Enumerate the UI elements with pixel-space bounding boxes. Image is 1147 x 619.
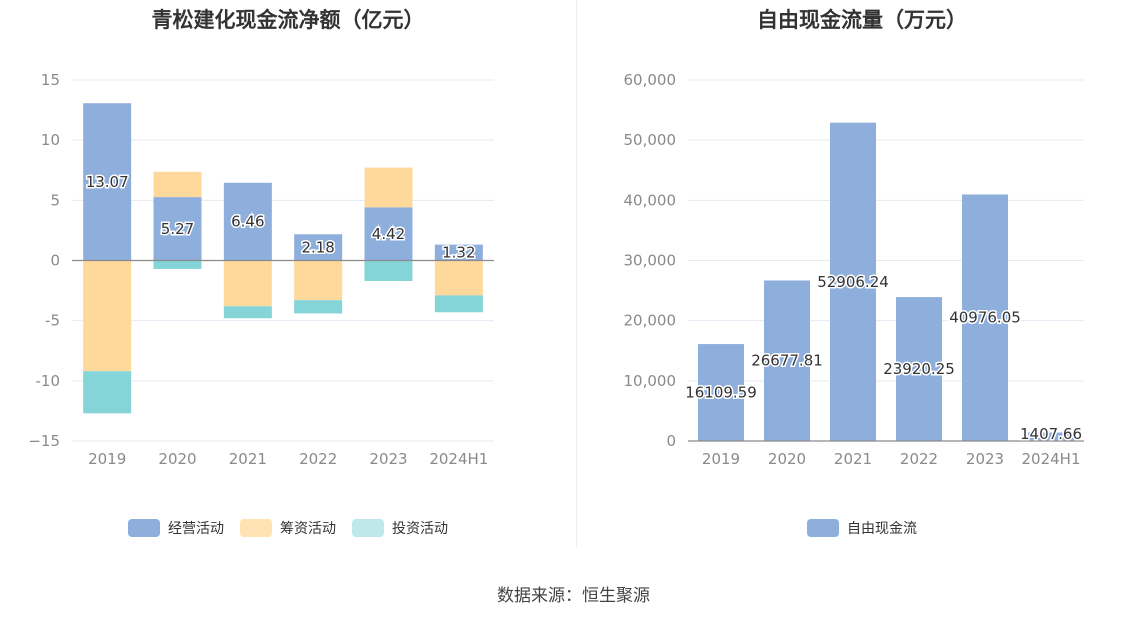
x-tick-label: 2023 — [966, 450, 1004, 468]
legend-label: 自由现金流 — [847, 521, 917, 537]
data-label: 1407.66 — [1020, 425, 1082, 443]
bar-free-cash-flow — [1028, 432, 1074, 441]
bar-free-cash-flow — [764, 280, 810, 441]
bar-investing — [153, 260, 202, 269]
y-tick-label: 10,000 — [624, 372, 677, 390]
data-label: 40976.05 — [949, 309, 1021, 327]
panel-divider — [576, 0, 577, 548]
x-tick-label: 2024H1 — [429, 450, 488, 468]
x-tick-label: 2020 — [158, 450, 196, 468]
legend-swatch-operating — [128, 519, 160, 537]
y-tick-label: 40,000 — [624, 191, 677, 209]
bar-investing — [364, 260, 413, 281]
bar-free-cash-flow — [896, 297, 942, 441]
legend-swatch-investing — [352, 519, 384, 537]
bar-operating — [223, 182, 272, 261]
legend-item-free-cash-flow[interactable]: 自由现金流 — [807, 518, 917, 538]
legend-item-operating[interactable]: 经营活动 — [128, 518, 224, 538]
y-tick-label: 10 — [41, 131, 60, 149]
bar-operating — [83, 103, 132, 261]
x-tick-label: 2022 — [299, 450, 337, 468]
legend: 自由现金流 — [577, 518, 1147, 538]
x-tick-label: 2024H1 — [1022, 450, 1081, 468]
x-tick-label: 2023 — [369, 450, 407, 468]
bar-financing — [153, 171, 202, 198]
bar-operating — [434, 244, 483, 261]
bar-financing — [223, 260, 272, 307]
data-label: 52906.24 — [817, 273, 889, 291]
x-tick-label: 2021 — [229, 450, 267, 468]
legend: 经营活动 筹资活动 投资活动 — [0, 518, 576, 538]
cash-flow-net-chart-panel: 青松建化现金流净额（亿元） 15 10 5 0 -5 -10 −15 2019 2020 2021… — [0, 0, 576, 560]
bar-operating — [364, 207, 413, 261]
legend-label: 筹资活动 — [280, 521, 336, 537]
x-tick-label: 2019 — [702, 450, 740, 468]
bar-investing — [223, 306, 272, 319]
y-tick-label: −15 — [28, 432, 60, 450]
data-label: 5.27 — [161, 220, 194, 238]
bar-financing — [364, 167, 413, 208]
data-label: 6.46 — [231, 213, 264, 231]
y-tick-label: 15 — [41, 71, 60, 89]
y-tick-label: 5 — [50, 191, 60, 209]
x-tick-label: 2019 — [88, 450, 126, 468]
bar-free-cash-flow — [962, 194, 1008, 441]
x-tick-label: 2020 — [768, 450, 806, 468]
chart-title: 自由现金流量（万元） — [757, 8, 967, 32]
bar-financing — [294, 260, 343, 301]
legend-label: 投资活动 — [392, 521, 448, 537]
y-tick-label: -10 — [36, 372, 61, 390]
data-label: 4.42 — [372, 225, 405, 243]
y-tick-label: 0 — [50, 252, 60, 270]
bar-financing — [83, 260, 132, 372]
data-label: 2.18 — [301, 238, 334, 256]
free-cash-flow-chart: 60,000 50,000 40,000 30,000 20,000 10,000 0 201… — [624, 71, 1084, 468]
bar-investing — [83, 371, 132, 414]
bar-free-cash-flow — [698, 344, 744, 441]
legend-label: 经营活动 — [168, 521, 224, 537]
legend-swatch-free-cash-flow — [807, 519, 839, 537]
cash-flow-net-chart: 15 10 5 0 -5 -10 −15 2019 2020 2021 2022 2023 2024H1… — [28, 71, 494, 468]
data-label: 23920.25 — [883, 360, 955, 378]
y-tick-label: 60,000 — [624, 71, 677, 89]
legend-item-investing[interactable]: 投资活动 — [352, 518, 448, 538]
x-tick-label: 2022 — [900, 450, 938, 468]
data-label: 1.32 — [442, 244, 475, 262]
y-tick-label: 0 — [666, 432, 676, 450]
data-label: 16109.59 — [685, 384, 757, 402]
y-tick-label: -5 — [45, 312, 60, 330]
y-tick-label: 50,000 — [624, 131, 677, 149]
data-label: 26677.81 — [751, 352, 823, 370]
bar-operating — [153, 197, 202, 261]
y-tick-label: 20,000 — [624, 312, 677, 330]
chart-title: 青松建化现金流净额（亿元） — [151, 8, 425, 32]
bar-investing — [434, 295, 483, 313]
data-label: 13.07 — [86, 173, 129, 191]
bar-financing — [434, 260, 483, 296]
bar-free-cash-flow — [830, 122, 876, 441]
bar-operating — [294, 234, 343, 261]
free-cash-flow-chart-panel: 自由现金流量（万元） 60,000 50,000 40,000 30,000 20,00… — [577, 0, 1147, 560]
bar-investing — [294, 300, 343, 314]
legend-swatch-financing — [240, 519, 272, 537]
y-tick-label: 30,000 — [624, 252, 677, 270]
data-source-label: 数据来源：恒生聚源 — [497, 586, 650, 606]
x-tick-label: 2021 — [834, 450, 872, 468]
legend-item-financing[interactable]: 筹资活动 — [240, 518, 336, 538]
